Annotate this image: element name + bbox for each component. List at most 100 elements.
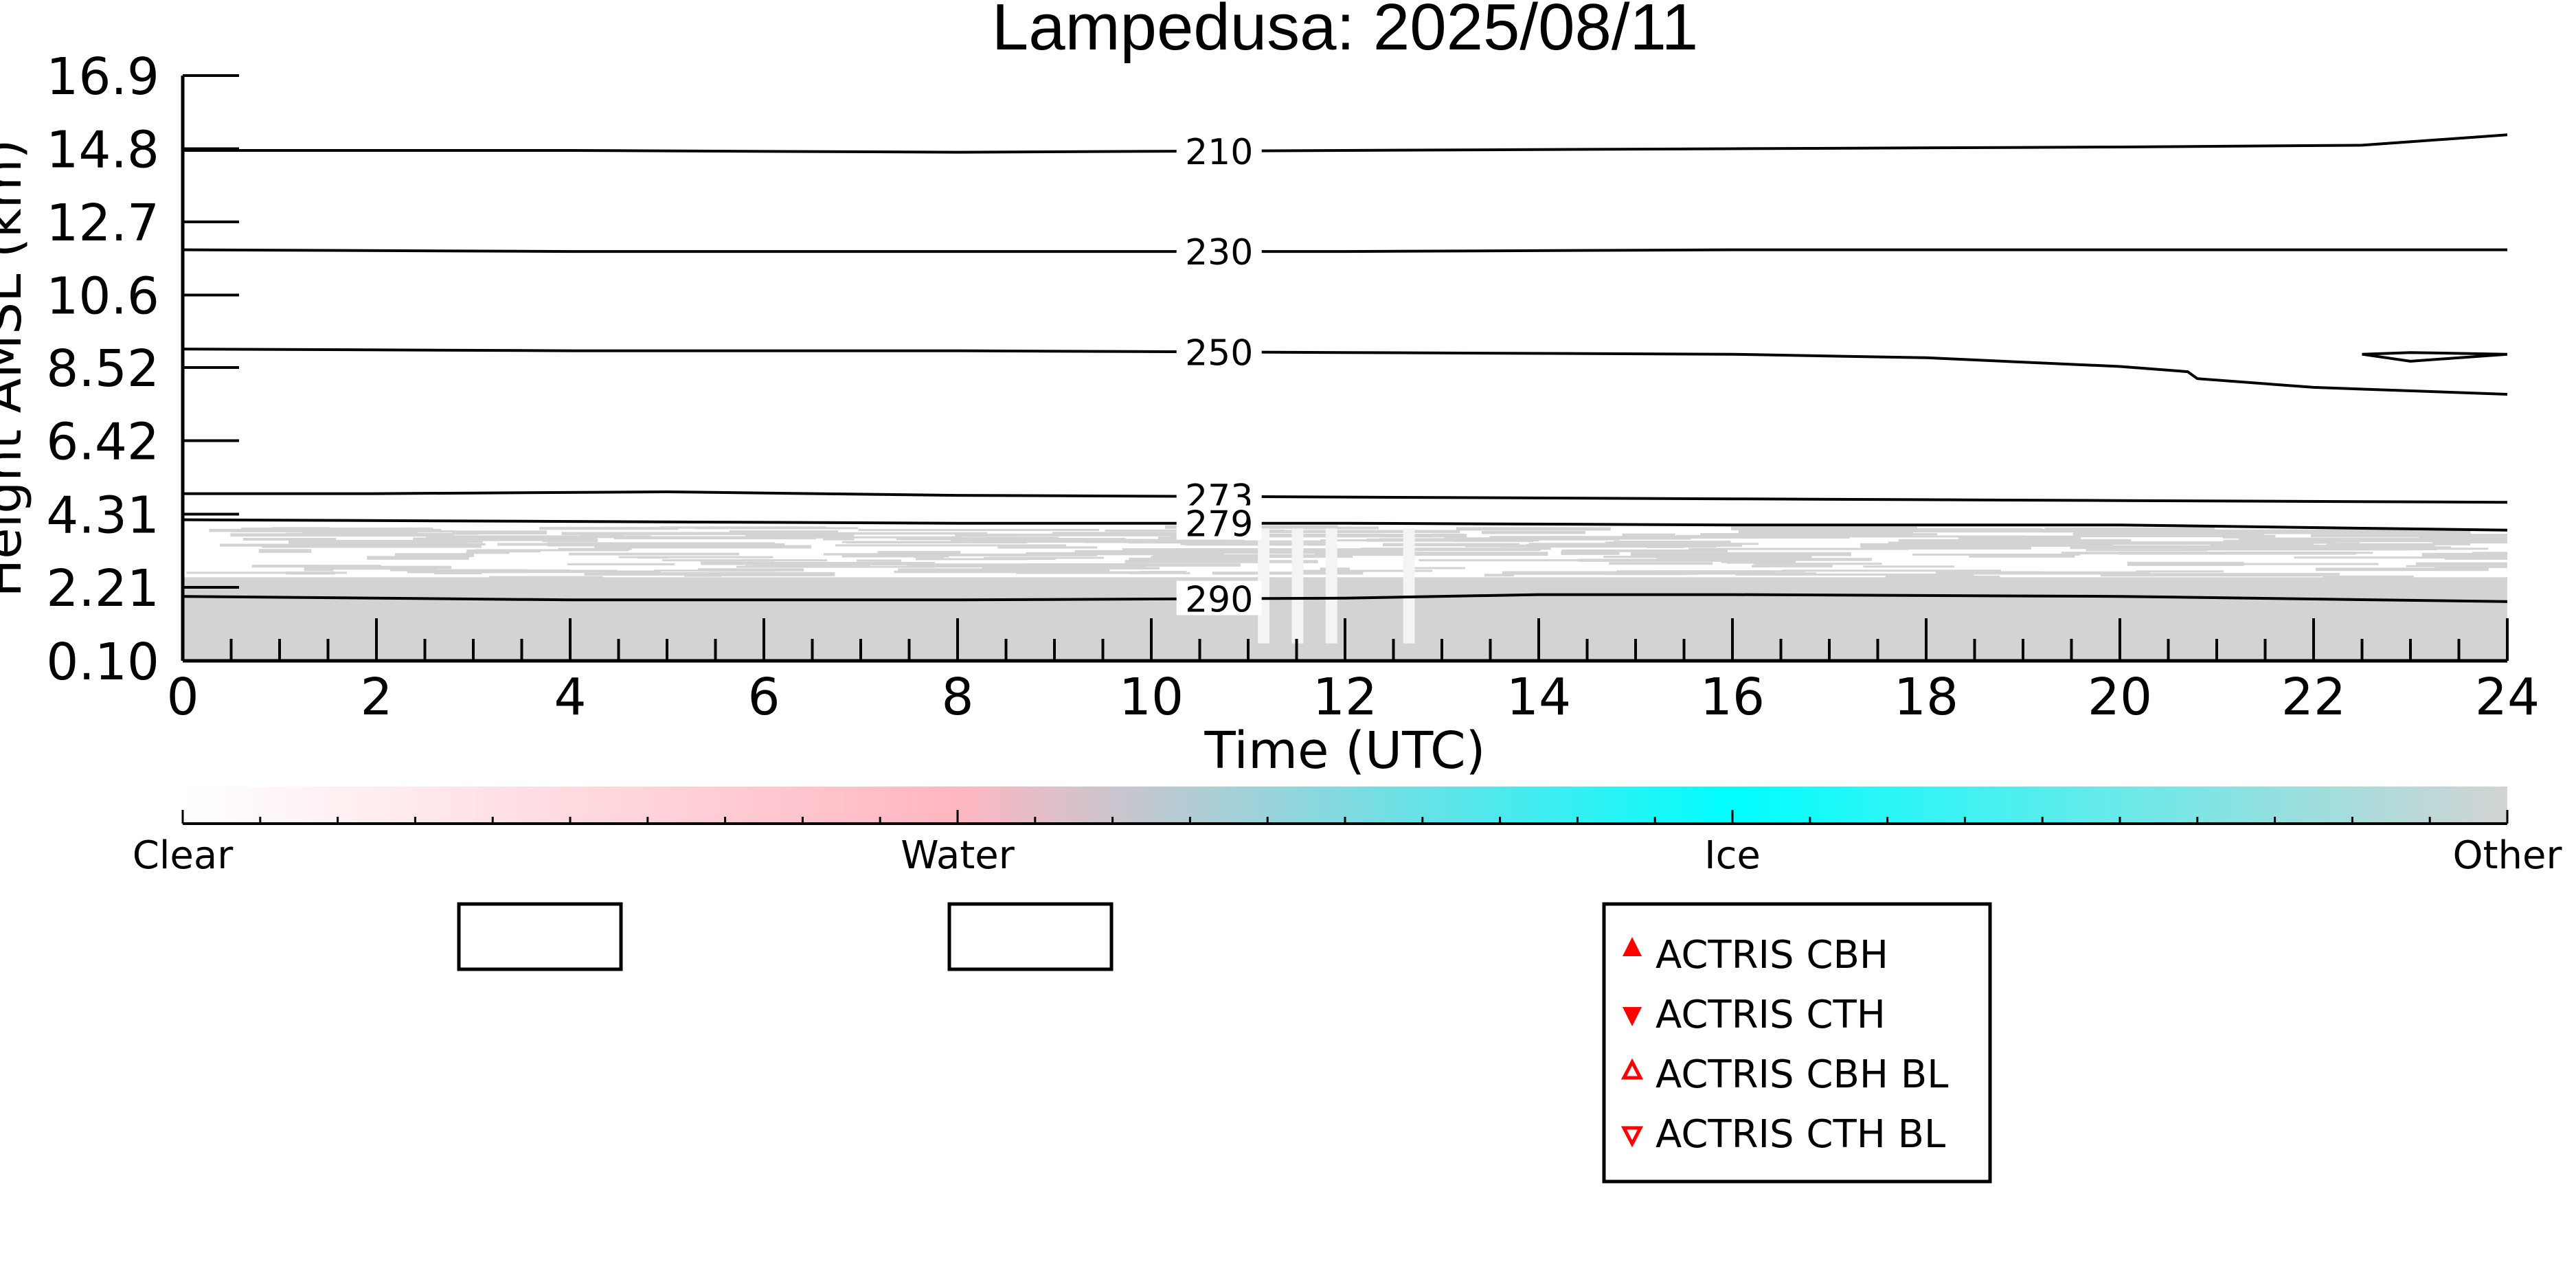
field-speckle xyxy=(2090,541,2314,545)
y-tick-label: 12.7 xyxy=(46,194,159,253)
x-tick-label: 10 xyxy=(1119,668,1184,727)
x-tick-label: 24 xyxy=(2475,668,2540,727)
field-speckle xyxy=(1129,557,1264,561)
field-speckle xyxy=(584,572,775,576)
field-speckle xyxy=(1502,571,1698,575)
cbh-marker-icon xyxy=(1623,937,1642,956)
field-speckle xyxy=(894,570,1054,574)
field-speckle xyxy=(753,561,935,565)
field-speckle xyxy=(2204,529,2438,532)
y-tick-label: 10.6 xyxy=(46,267,159,326)
field-speckle xyxy=(811,532,987,535)
colorbar-label-clear: Clear xyxy=(133,833,234,878)
contour-line-279 xyxy=(183,518,2507,532)
contour-line-273 xyxy=(183,490,2507,504)
field-speckle xyxy=(1128,572,1190,574)
field-speckle xyxy=(697,568,804,572)
contour-label-bg xyxy=(1176,334,1262,369)
field-speckle xyxy=(990,556,1105,559)
field-speckle xyxy=(288,539,468,544)
field-speckle xyxy=(1622,533,1675,536)
y-axis-label: Height AMSL (km) xyxy=(0,139,33,597)
field-speckle xyxy=(951,537,1126,541)
field-speckle xyxy=(618,556,773,558)
field-speckle xyxy=(660,526,827,529)
field-speckle xyxy=(1828,535,2026,538)
field-speckle xyxy=(835,544,1066,547)
field-speckle xyxy=(1414,567,1465,569)
field-speckle xyxy=(823,553,885,556)
field-speckle xyxy=(230,533,454,537)
field-gap xyxy=(1403,528,1415,644)
field-speckle xyxy=(2136,570,2224,573)
field-speckle xyxy=(1419,559,1579,562)
field-speckle xyxy=(412,537,585,541)
field-speckle xyxy=(2434,565,2507,568)
cth-marker-icon xyxy=(1623,1007,1642,1026)
field-speckle xyxy=(1753,563,1882,565)
field-speckle xyxy=(581,570,662,573)
field-speckle xyxy=(230,530,453,532)
field-speckle xyxy=(1721,560,1767,563)
field-speckle xyxy=(1884,528,2054,533)
field-speckle xyxy=(2294,556,2493,559)
field-speckle xyxy=(1015,571,1146,574)
field-speckle xyxy=(1366,538,1533,542)
y-tick-label: 4.31 xyxy=(46,486,159,545)
x-tick-label: 4 xyxy=(554,668,586,727)
field-speckle xyxy=(1484,574,1514,577)
field-speckle xyxy=(1971,571,2150,575)
field-speckle xyxy=(475,549,629,552)
field-speckle xyxy=(1609,562,1713,565)
field-speckle xyxy=(1082,550,1145,554)
field-speckle xyxy=(841,541,964,543)
field-speckle xyxy=(1291,526,1379,530)
x-tick-label: 14 xyxy=(1506,668,1571,727)
field-speckle xyxy=(1185,543,1331,546)
y-tick-label: 6.42 xyxy=(46,412,159,471)
field-speckle xyxy=(489,576,603,578)
contour-label-290: 290 xyxy=(1185,580,1253,621)
field-speckle xyxy=(1209,550,1403,554)
field-speckle xyxy=(684,574,722,577)
field-speckle xyxy=(1247,530,1460,533)
x-axis-label: Time (UTC) xyxy=(1204,721,1485,780)
contour-line-290 xyxy=(183,593,2507,603)
temperature-contours xyxy=(183,133,2507,603)
field-gap xyxy=(1325,528,1337,644)
x-tick-label: 22 xyxy=(2281,668,2346,727)
field-speckle xyxy=(1656,558,1872,561)
field-speckle xyxy=(1456,527,1611,531)
field-speckle xyxy=(2239,537,2448,542)
y-ticks: 0.10 2.21 4.31 6.42 8.52 10.6 12.7 14.8 16.9 xyxy=(46,47,239,692)
colorbar-label-other: Other xyxy=(2452,833,2562,878)
field-speckle xyxy=(898,568,1110,572)
empty-legend-box-1 xyxy=(457,902,623,971)
field-speckle xyxy=(364,565,452,569)
field-speckle xyxy=(1153,554,1353,558)
field-speckle xyxy=(2127,561,2244,566)
field-speckle xyxy=(262,545,482,548)
field-speckle xyxy=(1688,547,1908,550)
legend-label-cth-bl: ACTRIS CTH BL xyxy=(1656,1112,1945,1157)
field-speckle xyxy=(841,555,949,558)
legend-frame xyxy=(1602,902,1992,1184)
field-speckle xyxy=(1898,539,2132,543)
field-speckle xyxy=(1860,543,1924,547)
contour-line-250 xyxy=(2362,351,2507,363)
field-speckle xyxy=(2176,563,2379,565)
field-speckle xyxy=(580,534,624,539)
field-speckle xyxy=(1122,548,1278,551)
field-speckle xyxy=(2183,546,2408,551)
x-tick-label: 0 xyxy=(166,668,199,727)
field-speckle xyxy=(2326,542,2360,547)
field-speckle xyxy=(662,559,828,562)
field-speckle xyxy=(1631,552,1851,556)
x-tick-label: 16 xyxy=(1700,668,1765,727)
field-speckle xyxy=(302,532,389,535)
field-speckle xyxy=(1502,545,1625,547)
field-speckle xyxy=(426,535,651,539)
field-speckle xyxy=(745,565,870,568)
